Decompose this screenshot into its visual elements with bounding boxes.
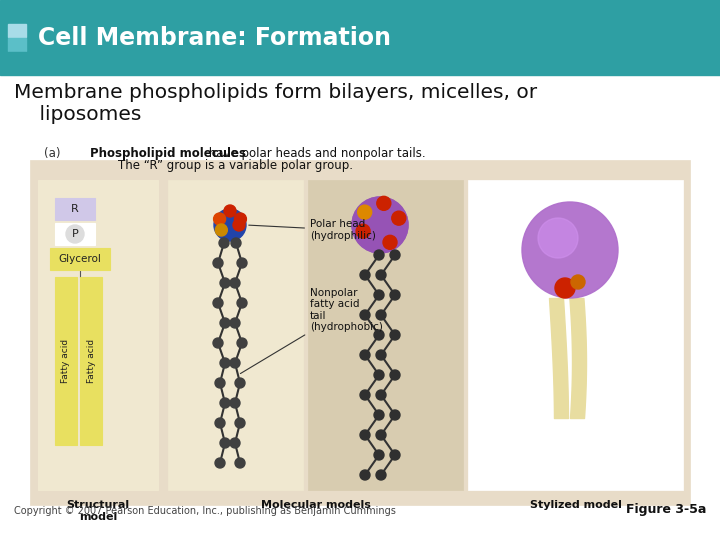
Circle shape bbox=[219, 238, 229, 248]
Circle shape bbox=[213, 258, 223, 268]
Circle shape bbox=[230, 318, 240, 328]
Circle shape bbox=[374, 410, 384, 420]
Circle shape bbox=[237, 258, 247, 268]
Bar bbox=[8, 24, 26, 37]
Text: Fatty acid: Fatty acid bbox=[61, 339, 71, 383]
Bar bbox=[55, 223, 95, 245]
Circle shape bbox=[214, 209, 246, 241]
Circle shape bbox=[237, 338, 247, 348]
Text: P: P bbox=[71, 229, 78, 239]
Circle shape bbox=[220, 278, 230, 288]
Circle shape bbox=[374, 290, 384, 300]
Circle shape bbox=[374, 250, 384, 260]
Text: liposomes: liposomes bbox=[14, 105, 141, 124]
Text: Polar head
(hydrophilic): Polar head (hydrophilic) bbox=[249, 219, 376, 241]
Circle shape bbox=[220, 358, 230, 368]
Circle shape bbox=[538, 218, 578, 258]
Circle shape bbox=[235, 418, 245, 428]
Circle shape bbox=[230, 438, 240, 448]
Circle shape bbox=[390, 370, 400, 380]
Circle shape bbox=[352, 197, 408, 253]
Circle shape bbox=[374, 370, 384, 380]
Text: Membrane phospholipids form bilayers, micelles, or: Membrane phospholipids form bilayers, mi… bbox=[14, 83, 537, 102]
Circle shape bbox=[571, 275, 585, 289]
Circle shape bbox=[233, 219, 245, 231]
Text: Copyright © 2007 Pearson Education, Inc., publishing as Benjamin Cummings: Copyright © 2007 Pearson Education, Inc.… bbox=[14, 506, 396, 516]
Circle shape bbox=[383, 235, 397, 249]
Bar bbox=[8, 52, 26, 65]
Circle shape bbox=[390, 330, 400, 340]
Bar bbox=[8, 38, 26, 51]
Circle shape bbox=[390, 250, 400, 260]
Bar bbox=[168, 180, 303, 490]
Circle shape bbox=[230, 398, 240, 408]
Circle shape bbox=[215, 224, 228, 236]
Circle shape bbox=[235, 378, 245, 388]
Circle shape bbox=[376, 430, 386, 440]
Circle shape bbox=[374, 450, 384, 460]
Circle shape bbox=[360, 470, 370, 480]
Circle shape bbox=[376, 350, 386, 360]
Text: Cell Membrane: Formation: Cell Membrane: Formation bbox=[38, 26, 391, 50]
Circle shape bbox=[215, 378, 225, 388]
Circle shape bbox=[235, 458, 245, 468]
Circle shape bbox=[220, 398, 230, 408]
Circle shape bbox=[360, 390, 370, 400]
Circle shape bbox=[390, 450, 400, 460]
Circle shape bbox=[224, 205, 236, 217]
Bar bbox=[468, 180, 683, 490]
Text: Glycerol: Glycerol bbox=[58, 254, 102, 264]
Bar bbox=[55, 198, 95, 220]
Circle shape bbox=[377, 197, 391, 211]
Circle shape bbox=[390, 290, 400, 300]
Bar bbox=[30, 160, 690, 505]
Text: Structural
model: Structural model bbox=[66, 500, 130, 522]
Circle shape bbox=[360, 310, 370, 320]
Circle shape bbox=[376, 390, 386, 400]
Bar bbox=[0, 0, 720, 75]
Circle shape bbox=[358, 205, 372, 219]
Text: Nonpolar
fatty acid
tail
(hydrophobic): Nonpolar fatty acid tail (hydrophobic) bbox=[240, 288, 383, 374]
Text: Fatty acid: Fatty acid bbox=[86, 339, 96, 383]
Text: have polar heads and nonpolar tails.: have polar heads and nonpolar tails. bbox=[205, 147, 426, 160]
Circle shape bbox=[237, 298, 247, 308]
Circle shape bbox=[220, 318, 230, 328]
Circle shape bbox=[214, 213, 225, 225]
Ellipse shape bbox=[66, 225, 84, 243]
Circle shape bbox=[220, 438, 230, 448]
Circle shape bbox=[374, 330, 384, 340]
Bar bbox=[38, 180, 158, 490]
Text: (a): (a) bbox=[44, 147, 60, 160]
Circle shape bbox=[360, 430, 370, 440]
Text: Figure 3-5a: Figure 3-5a bbox=[626, 503, 706, 516]
Circle shape bbox=[376, 310, 386, 320]
Bar bbox=[80, 277, 102, 445]
Text: Molecular models: Molecular models bbox=[261, 500, 370, 510]
Circle shape bbox=[230, 278, 240, 288]
Circle shape bbox=[215, 418, 225, 428]
Circle shape bbox=[360, 270, 370, 280]
Circle shape bbox=[522, 202, 618, 298]
Text: Stylized model: Stylized model bbox=[530, 500, 621, 510]
Bar bbox=[50, 248, 110, 270]
Circle shape bbox=[376, 470, 386, 480]
Circle shape bbox=[390, 410, 400, 420]
Circle shape bbox=[392, 211, 406, 225]
Circle shape bbox=[215, 458, 225, 468]
Circle shape bbox=[213, 298, 223, 308]
Circle shape bbox=[376, 270, 386, 280]
Circle shape bbox=[230, 358, 240, 368]
Circle shape bbox=[360, 350, 370, 360]
Bar bbox=[308, 180, 463, 490]
Circle shape bbox=[356, 224, 370, 238]
Bar bbox=[55, 277, 77, 445]
Text: R: R bbox=[71, 204, 79, 214]
Circle shape bbox=[231, 238, 241, 248]
Text: Phospholipid molecules: Phospholipid molecules bbox=[90, 147, 246, 160]
Circle shape bbox=[555, 278, 575, 298]
Text: The “R” group is a variable polar group.: The “R” group is a variable polar group. bbox=[118, 159, 353, 172]
Circle shape bbox=[213, 338, 223, 348]
Circle shape bbox=[352, 197, 408, 253]
Circle shape bbox=[235, 213, 246, 225]
